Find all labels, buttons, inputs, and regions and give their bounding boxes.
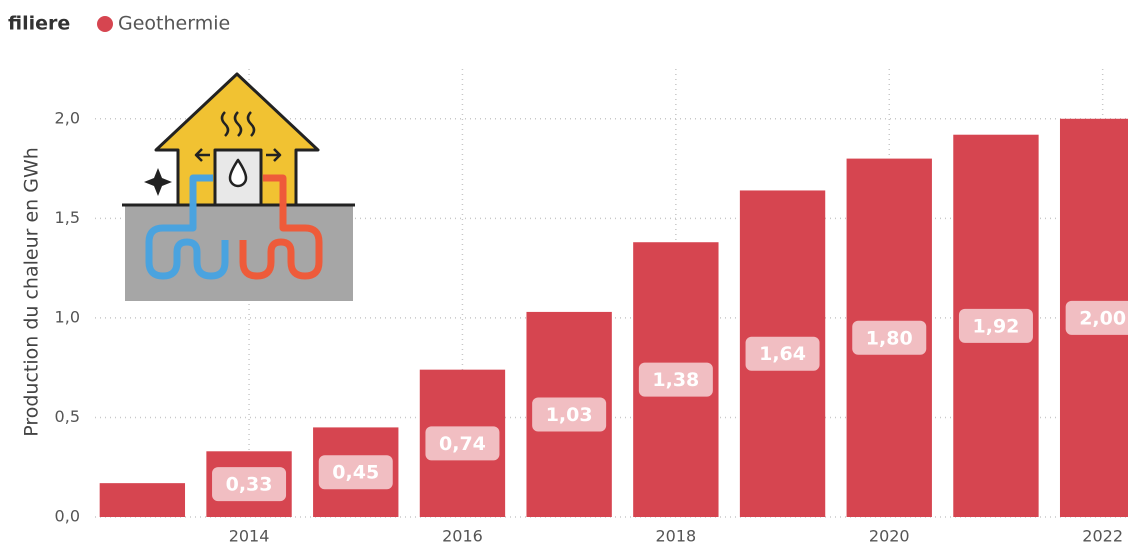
value-label-bg xyxy=(958,308,1033,343)
geothermal-icon xyxy=(122,72,355,301)
x-tick-label: 2020 xyxy=(869,527,910,546)
value-label: 0,45 xyxy=(332,462,379,484)
bar xyxy=(99,483,186,517)
value-label-bg xyxy=(425,426,500,461)
value-label-bg xyxy=(852,320,927,355)
value-label-bg xyxy=(1065,300,1128,335)
legend-title: filiere xyxy=(8,13,70,35)
bars: 0,33 0,45 0,74 1,03 1,38 1,64 1,80 1,92 2,00 xyxy=(99,118,1128,518)
y-tick-label: 1,5 xyxy=(55,208,80,227)
x-tick-label: 2016 xyxy=(442,527,483,546)
value-label: 0,33 xyxy=(226,474,273,496)
x-tick-label: 2018 xyxy=(655,527,696,546)
value-label: 0,74 xyxy=(439,433,486,455)
value-label-bg xyxy=(638,362,713,397)
value-label: 1,64 xyxy=(759,343,806,365)
x-tick-label: 2022 xyxy=(1082,527,1123,546)
value-label-bg xyxy=(532,397,607,432)
value-label: 1,80 xyxy=(866,327,913,349)
value-label-bg xyxy=(318,455,393,490)
y-axis-title: Production du chaleur en GWh xyxy=(21,147,43,437)
value-label: 1,03 xyxy=(546,404,593,426)
value-label: 1,38 xyxy=(652,369,699,391)
value-label: 1,92 xyxy=(973,315,1020,337)
value-label-bg xyxy=(745,336,820,371)
y-tick-label: 0,0 xyxy=(55,507,80,526)
value-label: 2,00 xyxy=(1079,307,1126,329)
y-tick-label: 0,5 xyxy=(55,407,80,426)
x-tick-label: 2014 xyxy=(229,527,270,546)
y-tick-label: 1,0 xyxy=(55,307,80,326)
legend-marker xyxy=(97,16,113,32)
value-label-bg xyxy=(212,467,287,502)
legend-label[interactable]: Geothermie xyxy=(118,13,230,35)
y-tick-label: 2,0 xyxy=(55,108,80,127)
